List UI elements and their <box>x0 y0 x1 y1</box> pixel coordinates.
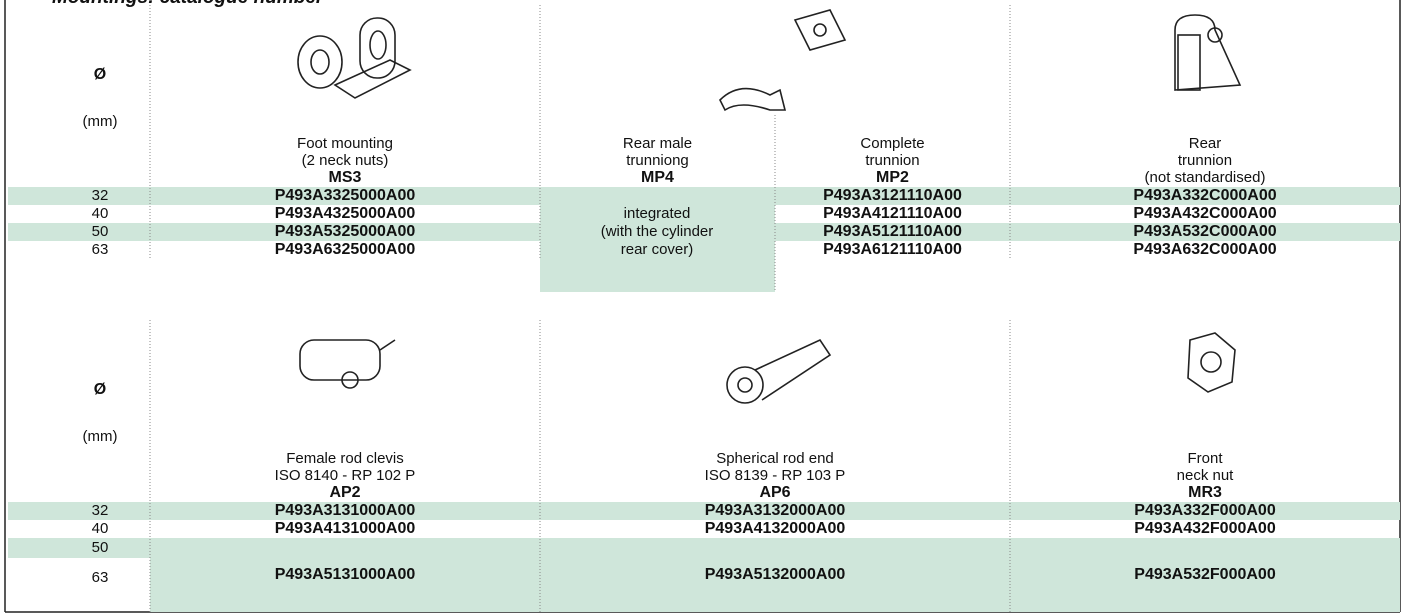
catalogue-number: P493A432C000A00 <box>1133 205 1276 222</box>
column-label: Spherical rod end <box>716 450 834 467</box>
diameter-symbol: Ø <box>94 381 106 398</box>
catalogue-number: P493A532F000A00 <box>1134 566 1276 583</box>
column-label: (not standardised) <box>1145 169 1266 186</box>
merged-band <box>150 538 1400 612</box>
catalogue-number: P493A332C000A00 <box>1133 187 1276 204</box>
column-label: Rear <box>1189 135 1222 152</box>
column-code: AP6 <box>759 484 790 501</box>
column-label: (2 neck nuts) <box>302 152 389 169</box>
diameter-symbol: Ø <box>94 66 106 83</box>
diameter: 40 <box>92 520 109 537</box>
diameter: 63 <box>92 569 109 586</box>
column-label: neck nut <box>1177 467 1235 484</box>
catalogue-number: P493A432F000A00 <box>1134 520 1276 537</box>
column-code: MP2 <box>876 169 909 186</box>
column-label: Female rod clevis <box>286 450 404 467</box>
diameter: 32 <box>92 502 109 519</box>
row-band <box>8 502 1400 520</box>
diameter: 50 <box>92 223 109 240</box>
catalogue-number: P493A3325000A00 <box>275 187 416 204</box>
catalogue-number: P493A3131000A00 <box>275 502 416 519</box>
catalogue-number: P493A4325000A00 <box>275 205 416 222</box>
column-code: MR3 <box>1188 484 1222 501</box>
icon-trunnion <box>719 9 847 112</box>
catalogue-number: P493A4132000A00 <box>705 520 846 537</box>
merged-cell-text: integrated <box>624 205 691 222</box>
column-code: MS3 <box>329 169 362 186</box>
catalogue-number: P493A632C000A00 <box>1133 241 1276 258</box>
icon-rod-end <box>726 338 832 404</box>
column-label: ISO 8140 - RP 102 P <box>275 467 416 484</box>
catalogue-number: P493A4131000A00 <box>275 520 416 537</box>
merged-cell-text: (with the cylinder <box>601 223 714 240</box>
column-code: AP2 <box>329 484 360 501</box>
column-label: Rear male <box>623 135 692 152</box>
catalogue-number: P493A5121110A00 <box>823 223 962 240</box>
diameter-unit: (mm) <box>83 428 118 445</box>
column-label: trunnion <box>865 152 919 169</box>
catalogue-number: P493A3132000A00 <box>705 502 846 519</box>
column-label: Foot mounting <box>297 135 393 152</box>
icon-foot-mounting <box>297 17 412 99</box>
catalogue-number: P493A4121110A00 <box>823 205 962 222</box>
diameter: 32 <box>92 187 109 204</box>
catalogue-number: P493A5131000A00 <box>275 566 416 583</box>
merged-band <box>540 187 775 292</box>
merged-cell-text: rear cover) <box>621 241 694 258</box>
diameter: 50 <box>92 539 109 556</box>
diameter: 63 <box>92 241 109 258</box>
catalogue-number: P493A332F000A00 <box>1134 502 1276 519</box>
column-code: MP4 <box>641 169 674 186</box>
column-label: trunnion <box>1178 152 1232 169</box>
icon-rod-clevis <box>299 339 396 389</box>
column-label: ISO 8139 - RP 103 P <box>705 467 846 484</box>
catalogue-number: P493A3121110A00 <box>823 187 962 204</box>
icon-rear-trunnion <box>1174 14 1242 91</box>
column-label: trunniong <box>626 152 689 169</box>
icon-neck-nut <box>1187 332 1236 393</box>
diameter-unit: (mm) <box>83 113 118 130</box>
column-label: Complete <box>860 135 924 152</box>
catalogue-number: P493A6121110A00 <box>823 241 962 258</box>
column-label: Front <box>1187 450 1223 467</box>
catalogue-number: P493A6325000A00 <box>275 241 416 258</box>
catalogue-number: P493A532C000A00 <box>1133 223 1276 240</box>
catalogue-number: P493A5132000A00 <box>705 566 846 583</box>
diameter: 40 <box>92 205 109 222</box>
page-title: Mountings: catalogue number <box>52 0 325 8</box>
catalogue-number: P493A5325000A00 <box>275 223 416 240</box>
